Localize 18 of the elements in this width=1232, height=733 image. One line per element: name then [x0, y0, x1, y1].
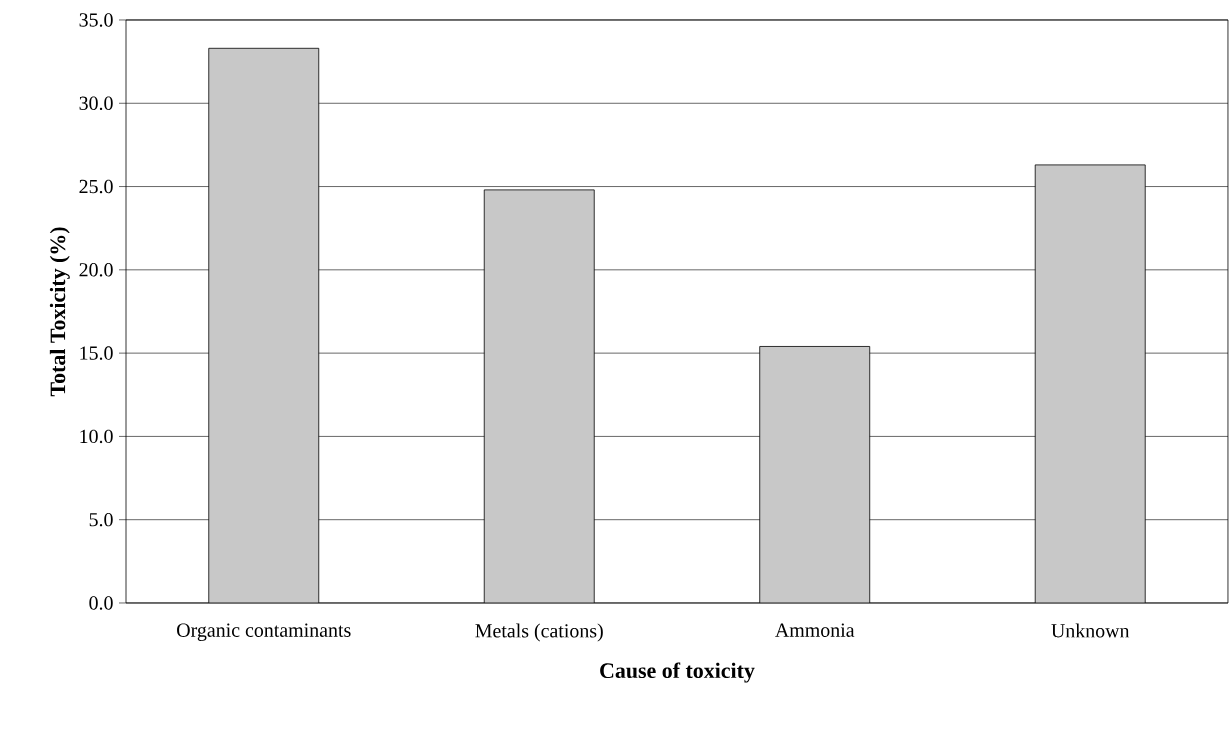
x-tick-label: Ammonia [775, 623, 855, 637]
y-tick-label: 10.0 [80, 429, 113, 444]
y-tick-label: 5.0 [89, 512, 113, 527]
y-tick-label: 20.0 [79, 263, 113, 277]
y-tick-label: 25.0 [79, 179, 113, 194]
bar [759, 346, 871, 603]
y-tick-label: 15.0 [80, 346, 113, 360]
y-tick-label: 35.0 [79, 13, 113, 27]
y-tick-label: 30.0 [79, 96, 113, 111]
bar [208, 47, 320, 603]
x-axis-title: Cause of toxicity [600, 662, 755, 683]
x-tick-label: Metals (cations) [475, 623, 603, 642]
x-tick-label: Organic contaminants [177, 623, 351, 641]
y-axis-title: Total Toxicity (%) [49, 227, 70, 397]
y-tick-label: 0.0 [89, 596, 113, 610]
bar [483, 189, 595, 603]
bar [1034, 164, 1146, 603]
x-tick-label: Unknown [1051, 623, 1130, 638]
